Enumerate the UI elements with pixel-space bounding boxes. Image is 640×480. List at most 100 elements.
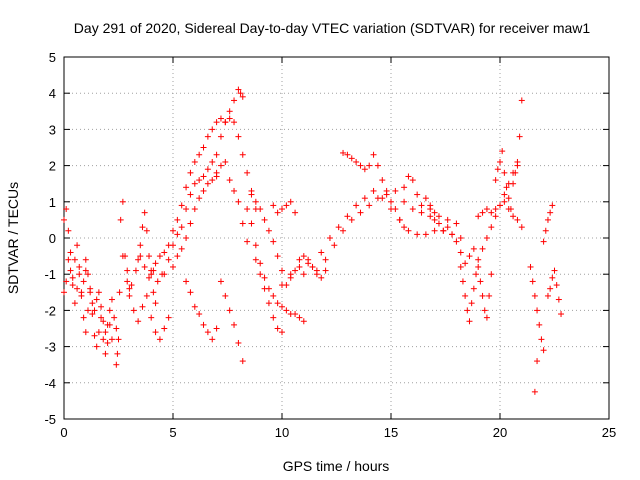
data-point: [392, 206, 399, 213]
data-point: [431, 209, 438, 216]
data-point: [527, 263, 534, 270]
data-point: [204, 329, 211, 336]
data-point: [78, 289, 85, 296]
data-point: [453, 238, 460, 245]
data-point: [470, 245, 477, 252]
data-point: [418, 209, 425, 216]
data-point: [98, 314, 105, 321]
data-point: [383, 187, 390, 194]
data-point: [239, 93, 246, 100]
data-point: [261, 285, 268, 292]
data-point: [457, 263, 464, 270]
data-point: [104, 321, 111, 328]
data-point: [435, 220, 442, 227]
data-point: [427, 202, 434, 209]
x-tick-label: 15: [384, 425, 398, 440]
data-point: [340, 149, 347, 156]
data-point: [555, 296, 562, 303]
data-point: [74, 242, 81, 249]
data-point: [231, 321, 238, 328]
data-point: [479, 245, 486, 252]
data-point: [170, 242, 176, 249]
data-point: [547, 285, 554, 292]
data-point: [418, 202, 425, 209]
data-point: [89, 300, 96, 307]
data-point: [84, 307, 91, 314]
data-point: [483, 235, 490, 241]
data-point: [265, 227, 272, 234]
data-point: [82, 267, 89, 274]
y-tick-label: -4: [44, 376, 56, 391]
data-point: [84, 271, 91, 278]
data-point: [370, 151, 377, 158]
data-point: [226, 108, 233, 115]
data-point: [431, 216, 438, 223]
data-point: [357, 209, 364, 216]
data-point: [217, 162, 224, 169]
data-point: [143, 292, 150, 299]
data-point: [257, 260, 264, 267]
data-point: [239, 220, 246, 227]
data-point: [200, 173, 207, 180]
data-point: [483, 206, 490, 213]
data-point: [353, 158, 360, 165]
data-point: [178, 224, 185, 231]
data-point: [492, 213, 499, 220]
data-point: [549, 274, 556, 281]
x-tick-label: 10: [275, 425, 289, 440]
data-point: [108, 336, 115, 343]
y-tick-label: 4: [49, 86, 56, 101]
data-point: [135, 256, 142, 263]
y-tick-label: -2: [44, 303, 56, 318]
data-point: [518, 97, 525, 104]
data-point: [135, 318, 142, 325]
data-point: [483, 314, 490, 321]
data-point: [287, 198, 294, 205]
data-point: [457, 235, 464, 241]
data-point: [124, 278, 131, 285]
data-point: [148, 267, 155, 274]
data-point: [296, 263, 303, 270]
data-point: [200, 144, 207, 151]
data-point: [69, 274, 76, 281]
y-tick-label: 5: [49, 50, 56, 65]
data-point: [152, 300, 159, 307]
data-point: [422, 231, 429, 238]
data-point: [300, 318, 307, 325]
data-point: [414, 231, 421, 238]
data-point: [252, 242, 259, 249]
data-point: [65, 256, 72, 263]
data-point: [226, 177, 233, 184]
data-point: [462, 292, 469, 299]
data-point: [187, 169, 194, 176]
data-point: [152, 329, 159, 336]
data-point: [435, 213, 442, 220]
data-point: [534, 358, 541, 365]
data-point: [102, 350, 109, 357]
data-point: [126, 292, 133, 299]
y-tick-label: 0: [49, 231, 56, 246]
data-point: [300, 253, 307, 260]
data-point: [270, 314, 277, 321]
data-point: [538, 336, 545, 343]
data-point: [366, 202, 373, 209]
data-point: [409, 177, 416, 184]
data-point: [95, 329, 102, 336]
data-point: [401, 184, 408, 191]
data-point: [510, 213, 517, 220]
data-point: [348, 155, 355, 162]
data-point: [126, 285, 133, 292]
data-point: [475, 213, 482, 220]
data-point: [486, 292, 493, 299]
data-point: [274, 300, 281, 307]
data-point: [71, 300, 78, 307]
data-point: [340, 227, 347, 234]
data-point: [516, 133, 523, 140]
data-point: [274, 209, 281, 216]
data-point: [95, 289, 102, 296]
data-point: [475, 256, 482, 263]
data-point: [82, 329, 89, 336]
data-point: [462, 260, 469, 267]
data-point: [161, 249, 168, 256]
data-point: [200, 321, 207, 328]
